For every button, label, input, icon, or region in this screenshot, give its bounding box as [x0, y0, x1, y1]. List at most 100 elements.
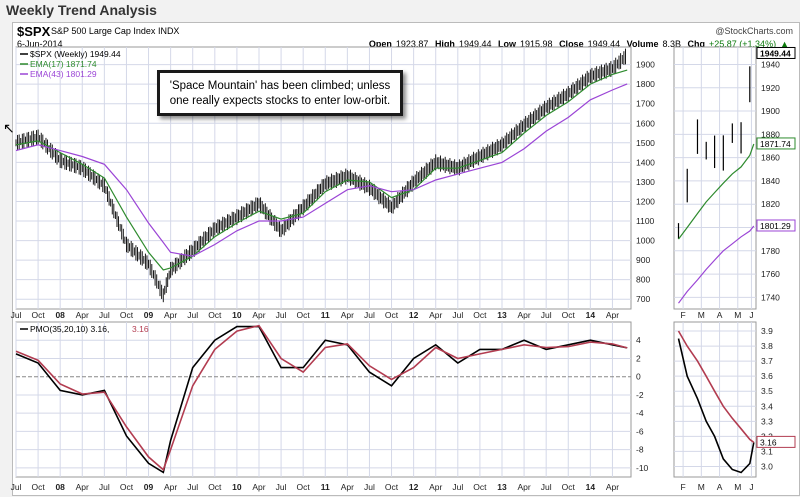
x-tick-label: Apr: [606, 310, 619, 320]
y-tick-label: 3.6: [761, 371, 773, 381]
series-line-0: [15, 325, 628, 474]
x-tick-label: Jul: [541, 482, 552, 492]
x-tick-label: Jul: [541, 310, 552, 320]
y-tick-label: -4: [636, 408, 644, 418]
volume-value: 8.3B: [662, 39, 681, 49]
x-tick-label: Jul: [99, 310, 110, 320]
y-tick-label: 1200: [636, 196, 655, 206]
x-tick-label: 14: [586, 482, 596, 492]
x-tick-label: 10: [232, 310, 242, 320]
value-label-box: [756, 219, 796, 232]
x-tick-label: Oct: [473, 310, 487, 320]
legend-entry: PMO(35,20,10) 3.16,: [30, 324, 109, 334]
annotation-line-1: 'Space Mountain' has been climbed; unles…: [169, 80, 391, 92]
up-arrow-icon: ▲: [780, 39, 789, 49]
x-tick-label: Apr: [164, 310, 177, 320]
x-tick-label: Jul: [276, 310, 287, 320]
value-label-box: [756, 435, 796, 448]
x-tick-label: Apr: [341, 482, 354, 492]
x-tick-label: Oct: [297, 482, 311, 492]
y-tick-label: 2: [636, 353, 641, 363]
x-tick-label: Jul: [11, 482, 22, 492]
legend-entry: $SPX (Weekly) 1949.44: [30, 49, 121, 59]
x-tick-label: Oct: [31, 482, 45, 492]
x-tick-label: Oct: [562, 310, 576, 320]
y-tick-label: 1300: [636, 177, 655, 187]
y-tick-label: -6: [636, 426, 644, 436]
symbol-label: $SPX: [17, 24, 51, 39]
price-zoom-panel: FMAMJ17401760178018001820184018601880190…: [673, 46, 796, 320]
x-tick-label: 11: [321, 482, 330, 492]
index-name-text: S&P 500 Large Cap Index: [51, 26, 156, 36]
y-tick-label: 1400: [636, 157, 655, 167]
x-tick-label: Apr: [429, 482, 442, 492]
x-tick-label: Jul: [276, 482, 287, 492]
value-label-box: [756, 46, 796, 59]
y-tick-label: 3.0: [761, 461, 773, 471]
value-label: 3.16: [760, 437, 777, 447]
series-line-2: [15, 83, 628, 257]
x-tick-label: Oct: [208, 310, 222, 320]
annotation-line-2: one really expects stocks to enter low-o…: [169, 95, 391, 107]
x-tick-label: A: [717, 310, 723, 320]
mouse-pointer-icon: ↖: [3, 120, 15, 136]
y-tick-label: 3.7: [761, 356, 773, 366]
low-label: Low: [498, 39, 516, 49]
close-value: 1949.44: [587, 39, 621, 49]
y-tick-label: -8: [636, 445, 644, 455]
x-tick-label: Apr: [341, 310, 354, 320]
chg-label: Chg: [687, 39, 706, 49]
x-tick-label: 10: [232, 482, 242, 492]
x-tick-label: A: [717, 482, 723, 492]
x-tick-label: 13: [497, 482, 507, 492]
y-tick-label: -10: [636, 463, 649, 473]
y-tick-label: 4: [636, 335, 641, 345]
chg-value: +25.87 (+1.34%): [709, 39, 777, 49]
x-tick-label: Jul: [11, 310, 22, 320]
y-tick-label: 1780: [761, 246, 780, 256]
series-line-1: [678, 143, 755, 240]
x-tick-label: Jul: [364, 310, 375, 320]
y-tick-label: 1600: [636, 118, 655, 128]
series-line-0: [677, 338, 755, 474]
y-tick-label: 1820: [761, 199, 780, 209]
x-tick-label: Oct: [385, 310, 399, 320]
y-tick-label: 3.9: [761, 326, 773, 336]
x-tick-label: M: [698, 482, 705, 492]
high-label: High: [434, 39, 455, 49]
y-tick-label: 3.4: [761, 401, 773, 411]
x-tick-label: Jul: [99, 482, 110, 492]
y-tick-label: 1900: [636, 60, 655, 70]
y-tick-label: 1700: [636, 99, 655, 109]
x-tick-label: Apr: [76, 482, 89, 492]
page-title: Weekly Trend Analysis: [6, 2, 157, 18]
open-label: Open: [368, 39, 392, 49]
y-tick-label: 800: [636, 275, 650, 285]
x-tick-label: Oct: [473, 482, 487, 492]
x-tick-label: Oct: [562, 482, 576, 492]
x-tick-label: 08: [55, 482, 65, 492]
plot-area: [15, 321, 632, 478]
open-value: 1923.87: [395, 39, 429, 49]
x-tick-label: Jul: [452, 482, 463, 492]
low-value: 1915.98: [520, 39, 553, 49]
y-tick-label: 1900: [761, 106, 780, 116]
x-tick-label: 12: [409, 310, 419, 320]
legend-entry: EMA(17) 1871.74: [30, 59, 97, 69]
x-tick-label: Oct: [120, 310, 134, 320]
x-tick-label: Oct: [120, 482, 134, 492]
y-tick-label: 700: [636, 294, 650, 304]
pmo-panel: Jul Oct 08 Apr Jul Oct 09 Apr Jul Oct 10 Apr Jul Oct 1…: [11, 321, 649, 492]
volume-label: Volume: [626, 39, 659, 49]
x-tick-label: Jul: [364, 482, 375, 492]
y-tick-label: 3.3: [761, 416, 773, 426]
x-tick-label: Apr: [517, 310, 530, 320]
value-label: 1871.74: [760, 139, 791, 149]
y-tick-label: 1760: [761, 269, 780, 279]
annotation-callout: 'Space Mountain' has been climbed; unles…: [157, 70, 403, 116]
y-tick-label: 1880: [761, 129, 780, 139]
y-tick-label: 1800: [636, 79, 655, 89]
value-label: 1949.44: [760, 48, 791, 58]
x-tick-label: Oct: [297, 310, 311, 320]
